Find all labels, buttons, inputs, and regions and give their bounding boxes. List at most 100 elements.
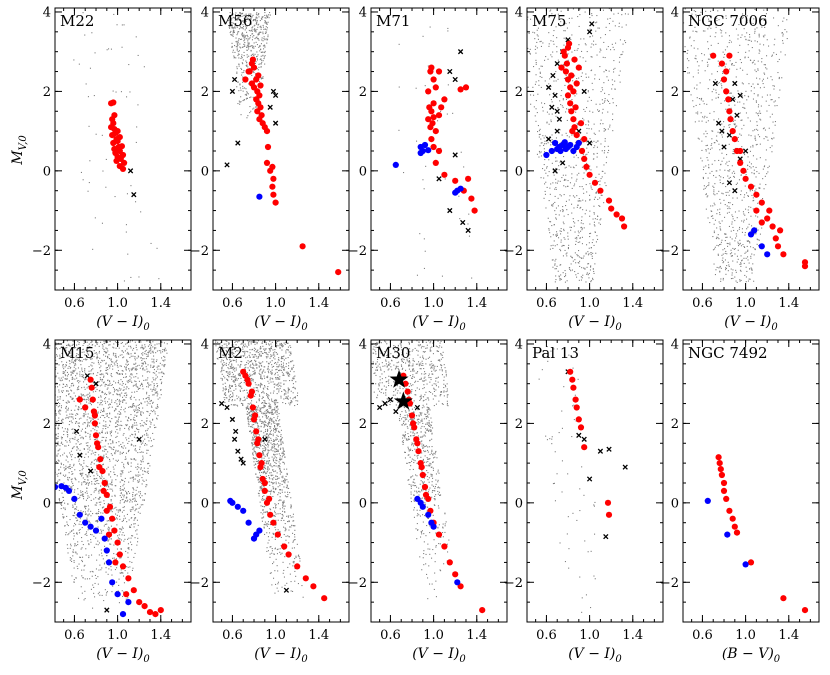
field-star-point — [264, 46, 266, 48]
field-star-point — [125, 452, 127, 454]
field-star-point — [575, 243, 577, 245]
field-star-point — [91, 344, 93, 346]
field-star-point — [718, 245, 720, 247]
field-star-point — [538, 150, 540, 152]
field-star-point — [580, 38, 582, 40]
field-star-point — [737, 38, 739, 40]
field-star-point — [592, 158, 594, 160]
field-star-point — [80, 364, 82, 366]
field-star-point — [554, 188, 556, 190]
field-star-point — [744, 214, 746, 216]
field-star-point — [550, 54, 552, 56]
field-star-point — [140, 468, 142, 470]
field-star-point — [113, 380, 115, 382]
field-star-point — [99, 496, 101, 498]
field-star-point — [758, 49, 760, 51]
field-star-point — [534, 83, 536, 85]
field-star-point — [145, 353, 147, 355]
rgb-star-point — [558, 64, 565, 71]
field-star-point — [154, 427, 156, 429]
x-tick-label: 1.4 — [466, 296, 487, 311]
field-star-point — [129, 379, 131, 381]
field-star-point — [80, 473, 82, 475]
field-star-point — [543, 148, 545, 150]
field-star-point — [707, 148, 709, 150]
field-star-point — [713, 191, 715, 193]
field-star-point — [255, 41, 257, 43]
field-star-point — [81, 527, 83, 529]
field-star-point — [118, 373, 120, 375]
field-star-point — [84, 368, 86, 370]
field-star-point — [116, 548, 118, 550]
field-star-point — [93, 535, 95, 537]
field-star-point — [76, 565, 78, 567]
field-star-point — [85, 349, 87, 351]
field-star-point — [148, 462, 150, 464]
rgb-star-point — [575, 64, 582, 71]
field-star-point — [725, 236, 727, 238]
field-star-point — [76, 506, 78, 508]
x-axis-label-sub: 0 — [459, 322, 466, 333]
field-star-point — [164, 356, 166, 358]
field-star-point — [87, 505, 89, 507]
field-star-point — [69, 344, 71, 346]
field-star-point — [130, 470, 132, 472]
y-axis-label-main: M — [10, 150, 26, 166]
field-star-point — [253, 54, 255, 56]
field-star-point — [132, 418, 134, 420]
field-star-point — [79, 473, 81, 475]
field-star-point — [106, 372, 108, 374]
field-star-point — [746, 270, 748, 272]
field-star-point — [757, 69, 759, 71]
field-star-point — [125, 369, 127, 371]
field-star-point — [566, 252, 568, 254]
field-star-point — [125, 392, 127, 394]
field-star-point — [140, 425, 142, 427]
field-star-point — [153, 386, 155, 388]
field-star-point — [603, 202, 605, 204]
field-star-point — [773, 44, 775, 46]
field-star-point — [68, 353, 70, 355]
field-star-point — [732, 149, 734, 151]
field-star-point — [139, 474, 141, 476]
field-star-point — [703, 188, 705, 190]
field-star-point — [752, 130, 754, 132]
field-star-point — [241, 34, 243, 36]
field-star-point — [118, 380, 120, 382]
field-star-point — [127, 442, 129, 444]
field-star-point — [741, 34, 743, 36]
field-star-point — [255, 20, 257, 22]
field-star-point — [740, 174, 742, 176]
field-star-point — [130, 397, 132, 399]
field-star-point — [716, 140, 718, 142]
rgb-star-point — [269, 163, 276, 170]
field-star-point — [574, 259, 576, 261]
field-star-point — [750, 135, 752, 137]
field-star-point — [239, 43, 241, 45]
field-star-point — [256, 12, 258, 14]
field-star-point — [113, 343, 115, 345]
field-star-point — [79, 395, 81, 397]
field-star-point — [741, 259, 743, 261]
field-star-point — [739, 59, 741, 61]
field-star-point — [716, 244, 718, 246]
field-star-point — [601, 112, 603, 114]
field-star-point — [736, 217, 738, 219]
field-star-point — [35, 349, 36, 350]
rgb-star-point — [435, 112, 443, 119]
field-star-point — [251, 30, 253, 32]
field-star-point — [233, 31, 235, 33]
field-star-point — [763, 9, 765, 11]
field-star-point — [131, 544, 133, 546]
field-star-point — [588, 242, 590, 244]
field-star-point — [773, 85, 775, 87]
field-star-point — [693, 106, 695, 108]
field-star-point — [234, 17, 236, 19]
rgb-star-point — [272, 199, 279, 206]
field-star-point — [714, 246, 716, 248]
field-star-point — [129, 341, 131, 343]
field-star-point — [723, 199, 725, 201]
rgb-star-point — [435, 147, 443, 155]
field-star-point — [752, 200, 754, 202]
field-star-point — [759, 233, 761, 235]
